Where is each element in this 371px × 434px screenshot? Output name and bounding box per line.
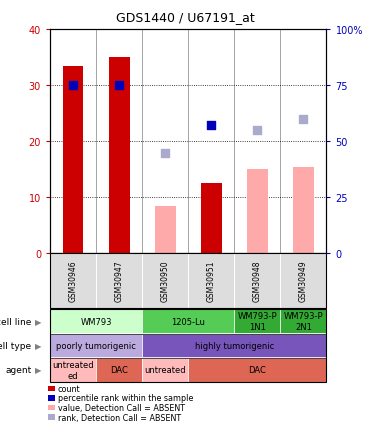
Text: cell type: cell type	[0, 341, 32, 350]
Text: DAC: DAC	[249, 365, 266, 375]
Text: WM793: WM793	[81, 317, 112, 326]
Text: percentile rank within the sample: percentile rank within the sample	[58, 394, 193, 402]
Text: WM793-P
2N1: WM793-P 2N1	[284, 312, 323, 331]
Point	[255, 128, 260, 135]
Text: cell line: cell line	[0, 317, 32, 326]
Text: GSM30947: GSM30947	[115, 260, 124, 302]
Text: ▶: ▶	[35, 341, 42, 350]
Text: GSM30949: GSM30949	[299, 260, 308, 302]
Point	[209, 122, 214, 129]
Text: untreated: untreated	[144, 365, 186, 375]
Text: count: count	[58, 384, 80, 393]
Bar	[155, 207, 175, 254]
Text: agent: agent	[5, 365, 32, 375]
Bar	[293, 167, 314, 254]
Text: GSM30950: GSM30950	[161, 260, 170, 302]
Text: rank, Detection Call = ABSENT: rank, Detection Call = ABSENT	[58, 413, 181, 421]
Bar	[63, 67, 83, 254]
Text: highly tumorigenic: highly tumorigenic	[195, 341, 274, 350]
Text: poorly tumorigenic: poorly tumorigenic	[56, 341, 136, 350]
Text: WM793-P
1N1: WM793-P 1N1	[237, 312, 277, 331]
Text: GSM30948: GSM30948	[253, 260, 262, 302]
Text: GSM30946: GSM30946	[69, 260, 78, 302]
Text: ▶: ▶	[35, 365, 42, 375]
Text: untreated
ed: untreated ed	[52, 360, 94, 380]
Point	[70, 83, 76, 90]
Text: value, Detection Call = ABSENT: value, Detection Call = ABSENT	[58, 403, 184, 412]
Point	[116, 83, 122, 90]
Point	[301, 116, 306, 123]
Bar	[247, 170, 268, 254]
Point	[162, 150, 168, 157]
Text: DAC: DAC	[110, 365, 128, 375]
Bar	[201, 184, 222, 254]
Text: GDS1440 / U67191_at: GDS1440 / U67191_at	[116, 11, 255, 24]
Text: ▶: ▶	[35, 317, 42, 326]
Text: GSM30951: GSM30951	[207, 260, 216, 302]
Bar	[109, 58, 129, 254]
Text: 1205-Lu: 1205-Lu	[171, 317, 205, 326]
